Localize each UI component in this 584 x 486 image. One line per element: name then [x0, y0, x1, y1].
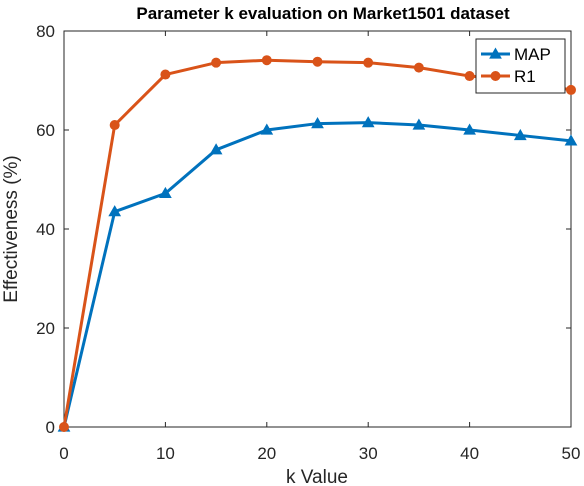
chart-title: Parameter k evaluation on Market1501 dat…	[136, 4, 510, 23]
series-line-r1	[62, 58, 572, 428]
data-point-map	[159, 186, 172, 198]
data-point-map	[513, 128, 527, 141]
data-point-map	[463, 123, 476, 135]
data-point-r1	[59, 422, 69, 432]
y-tick-label: 60	[36, 121, 55, 140]
data-point-map	[209, 143, 223, 155]
data-point-map	[260, 123, 274, 135]
y-tick-label: 40	[36, 220, 55, 239]
legend-box	[475, 38, 566, 94]
data-point-r1	[566, 84, 576, 95]
data-point-r1	[363, 57, 374, 68]
y-tick-label: 80	[36, 22, 55, 41]
series-line-map	[62, 121, 572, 428]
data-point-r1	[413, 62, 424, 73]
x-axis-label: k Value	[286, 467, 348, 486]
legend: MAP R1	[475, 38, 566, 94]
legend-entry-map: MAP	[481, 45, 551, 64]
x-tick-label: 30	[359, 444, 378, 463]
data-point-r1	[160, 69, 171, 80]
y-tick-label: 0	[46, 418, 55, 437]
data-point-map	[108, 205, 122, 217]
data-point-r1	[109, 120, 120, 131]
data-point-r1	[261, 55, 272, 66]
data-point-map	[311, 117, 324, 129]
y-axis-label: Effectiveness (%)	[1, 155, 22, 302]
x-tick-label: 0	[59, 444, 68, 463]
x-tick-label: 40	[460, 444, 479, 463]
legend-entry-r1: R1	[481, 67, 536, 86]
series-r1	[59, 55, 576, 432]
legend-marker	[490, 71, 501, 81]
data-point-map	[564, 134, 578, 146]
data-point-map	[412, 118, 426, 130]
series-layer	[57, 55, 578, 432]
x-tick-label: 20	[257, 444, 276, 463]
y-tick-label: 20	[36, 319, 55, 338]
legend-label: R1	[514, 67, 536, 86]
data-point-r1	[211, 57, 222, 68]
data-point-r1	[464, 71, 475, 82]
data-point-map	[361, 116, 375, 128]
x-tick-label: 50	[562, 444, 581, 463]
x-tick-label: 10	[156, 444, 175, 463]
series-map	[57, 116, 578, 432]
legend-label: MAP	[514, 45, 551, 64]
data-point-r1	[312, 56, 323, 67]
legend-marker	[489, 47, 502, 59]
